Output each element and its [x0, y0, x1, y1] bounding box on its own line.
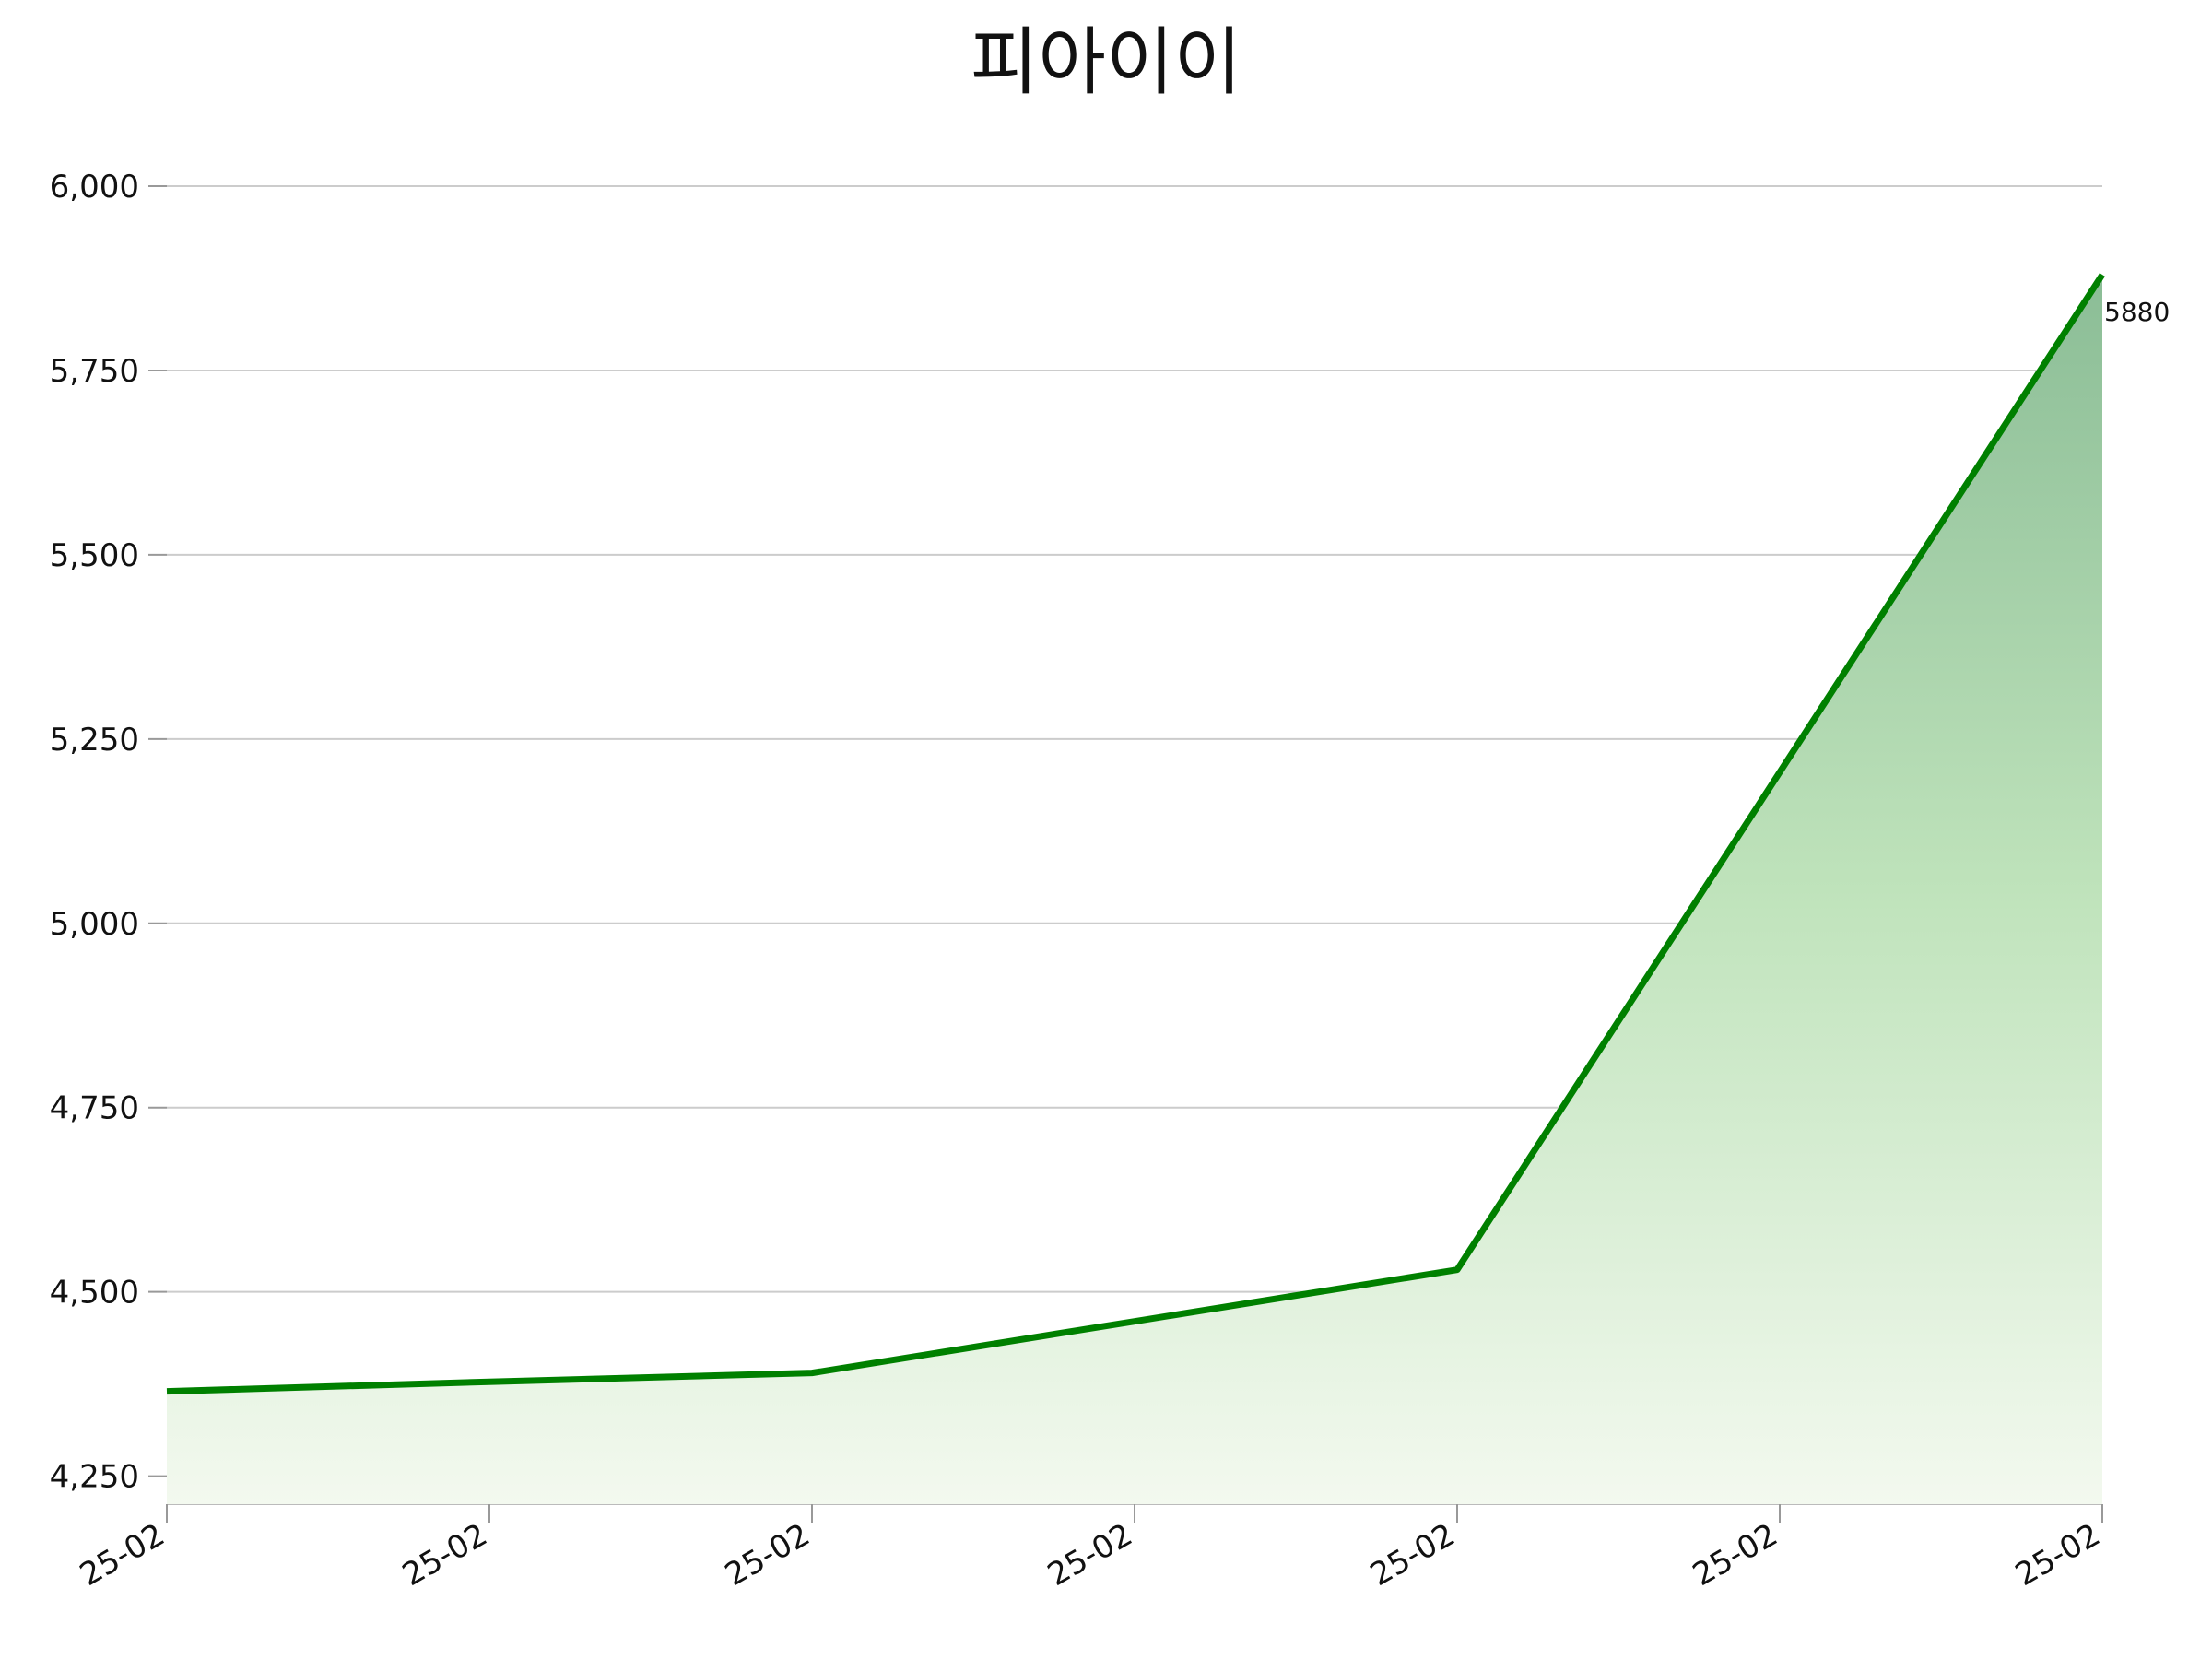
y-tick-label: 5,250 [50, 722, 139, 759]
y-tick-label: 4,250 [50, 1459, 139, 1496]
y-tick-label: 5,500 [50, 537, 139, 574]
y-tick-label: 6,000 [50, 169, 139, 206]
x-tick-label: 25-02 [719, 1516, 817, 1594]
x-tick-label: 25-02 [1364, 1516, 1462, 1594]
line [166, 273, 2105, 1395]
y-tick-label: 5,000 [50, 906, 139, 943]
y-tick-label: 4,500 [50, 1275, 139, 1312]
y-tick-label: 5,750 [50, 353, 139, 390]
x-tick-label: 25-02 [396, 1516, 494, 1594]
y-tick-label: 4,750 [50, 1090, 139, 1127]
data-label: 5880 [2104, 297, 2170, 327]
chart-title: 피아이이 [971, 19, 1241, 105]
x-tick-label: 25-02 [2009, 1516, 2107, 1594]
x-tick-label: 25-02 [1687, 1516, 1784, 1594]
x-tick-label: 25-02 [74, 1516, 171, 1594]
x-tick-label: 25-02 [1041, 1516, 1139, 1594]
area [167, 274, 2102, 1504]
